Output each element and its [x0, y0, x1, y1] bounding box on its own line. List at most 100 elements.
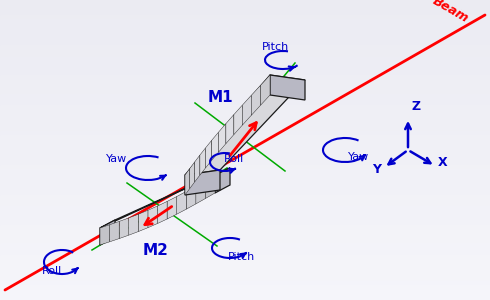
Bar — [0, 150, 490, 151]
Bar — [0, 143, 490, 144]
Bar — [0, 207, 490, 208]
Bar — [0, 53, 490, 54]
Bar — [0, 102, 490, 103]
Bar — [0, 107, 490, 108]
Bar — [0, 71, 490, 72]
Bar — [0, 224, 490, 225]
Bar — [0, 280, 490, 281]
Bar — [0, 221, 490, 222]
Bar — [0, 134, 490, 135]
Bar — [0, 69, 490, 70]
Bar — [0, 185, 490, 186]
Bar — [0, 222, 490, 223]
Bar — [0, 30, 490, 31]
Bar — [0, 80, 490, 81]
Bar — [0, 215, 490, 216]
Bar — [0, 66, 490, 67]
Bar — [0, 180, 490, 181]
Bar — [0, 250, 490, 251]
Bar — [0, 286, 490, 287]
Bar — [0, 170, 490, 171]
Bar — [0, 277, 490, 278]
Polygon shape — [195, 155, 200, 182]
Bar — [0, 214, 490, 215]
Bar — [0, 194, 490, 195]
Bar — [0, 188, 490, 189]
Bar — [0, 11, 490, 12]
Bar — [0, 202, 490, 203]
Bar — [0, 133, 490, 134]
Bar — [0, 90, 490, 91]
Bar — [0, 248, 490, 249]
Bar — [0, 226, 490, 227]
Bar — [0, 61, 490, 62]
Bar — [0, 230, 490, 231]
Bar — [0, 293, 490, 294]
Bar — [0, 152, 490, 153]
Bar — [0, 68, 490, 69]
Bar — [0, 113, 490, 114]
Polygon shape — [119, 218, 129, 238]
Bar — [0, 19, 490, 20]
Bar — [0, 84, 490, 85]
Bar — [0, 241, 490, 242]
Bar — [0, 41, 490, 42]
Bar — [0, 60, 490, 61]
Bar — [0, 291, 490, 292]
Bar — [0, 255, 490, 256]
Bar — [0, 78, 490, 79]
Bar — [0, 178, 490, 179]
Bar — [0, 268, 490, 269]
Bar — [0, 23, 490, 24]
Bar — [0, 15, 490, 16]
Text: Z: Z — [411, 100, 420, 113]
Bar — [0, 75, 490, 76]
Bar — [0, 7, 490, 8]
Bar — [0, 12, 490, 13]
Bar — [0, 181, 490, 182]
Bar — [0, 128, 490, 129]
Bar — [0, 28, 490, 29]
Bar — [0, 119, 490, 120]
Bar — [0, 184, 490, 185]
Bar — [0, 186, 490, 187]
Bar — [0, 269, 490, 270]
Bar — [0, 4, 490, 5]
Bar — [0, 206, 490, 207]
Polygon shape — [270, 75, 305, 100]
Bar — [0, 165, 490, 166]
Polygon shape — [100, 225, 110, 245]
Bar — [0, 271, 490, 272]
Bar — [0, 67, 490, 68]
Text: Yaw: Yaw — [348, 152, 369, 162]
Bar — [0, 212, 490, 213]
Bar — [0, 63, 490, 64]
Bar — [0, 3, 490, 4]
Bar — [0, 299, 490, 300]
Bar — [0, 111, 490, 112]
Bar — [0, 240, 490, 241]
Bar — [0, 169, 490, 170]
Bar — [0, 208, 490, 209]
Bar — [0, 116, 490, 117]
Bar — [0, 73, 490, 74]
Polygon shape — [186, 186, 196, 209]
Bar — [0, 261, 490, 262]
Bar — [0, 2, 490, 3]
Bar — [0, 259, 490, 260]
Bar — [0, 216, 490, 217]
Bar — [0, 132, 490, 133]
Bar — [0, 103, 490, 104]
Bar — [0, 193, 490, 194]
Bar — [0, 264, 490, 265]
Bar — [0, 140, 490, 141]
Bar — [0, 247, 490, 248]
Polygon shape — [196, 181, 205, 204]
Bar — [0, 93, 490, 94]
Bar — [0, 167, 490, 168]
Bar — [0, 267, 490, 268]
Bar — [0, 281, 490, 282]
Bar — [0, 136, 490, 137]
Bar — [0, 46, 490, 47]
Bar — [0, 272, 490, 273]
